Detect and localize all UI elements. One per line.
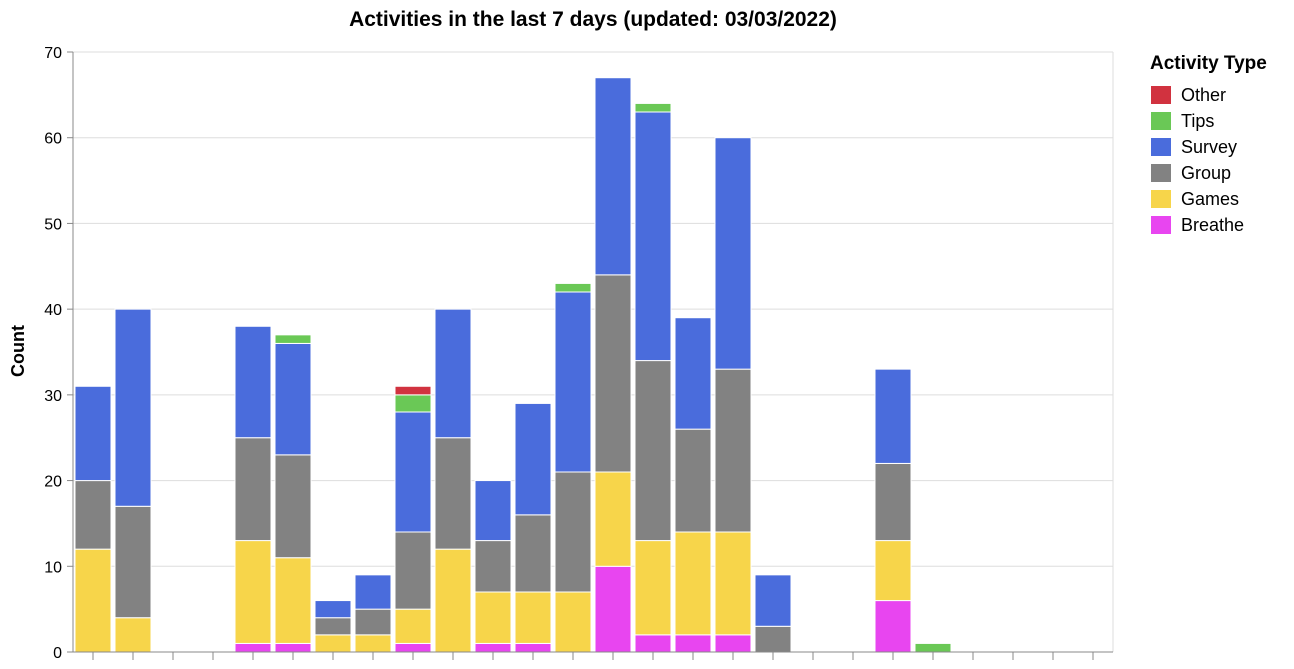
bar-segment-group — [754, 625, 792, 653]
bar-segment-survey — [714, 137, 752, 370]
bar-segment-breathe — [874, 600, 912, 653]
bar-segment-games — [594, 471, 632, 567]
bar-segment-games — [634, 540, 672, 636]
bar-segment-games — [674, 531, 712, 636]
chart-title: Activities in the last 7 days (updated: … — [349, 8, 837, 31]
bar-segment-games — [474, 591, 512, 644]
bar-segment-group — [874, 462, 912, 542]
bar-segment-tips — [914, 642, 952, 653]
bar-segment-games — [314, 634, 352, 653]
bar-segment-group — [274, 454, 312, 559]
bar-segment-group — [354, 608, 392, 636]
legend-swatch-survey — [1151, 138, 1171, 156]
legend-swatch-group — [1151, 164, 1171, 182]
bar-segment-group — [394, 531, 432, 610]
bar-segment-games — [74, 548, 112, 653]
bar-segment-survey — [674, 317, 712, 430]
bar-segment-breathe — [394, 642, 432, 653]
bar-segment-survey — [754, 574, 792, 627]
bar-segment-group — [434, 437, 472, 550]
gridlines — [73, 51, 1114, 653]
legend-swatch-games — [1151, 190, 1171, 208]
bar-segment-survey — [234, 325, 272, 439]
bar-segment-breathe — [274, 642, 312, 653]
bar-segment-group — [474, 540, 512, 593]
bar-segment-games — [354, 634, 392, 653]
bar-segment-games — [234, 540, 272, 644]
legend-swatch-other — [1151, 86, 1171, 104]
bar-segment-breathe — [234, 642, 272, 653]
bar-segment-group — [554, 471, 592, 593]
bar-segment-games — [514, 591, 552, 644]
y-tick-label: 10 — [44, 559, 62, 576]
legend-label-breathe: Breathe — [1181, 215, 1244, 235]
bar-segment-survey — [314, 600, 352, 619]
bar-segment-breathe — [474, 642, 512, 653]
bar-segment-breathe — [634, 634, 672, 653]
y-tick-label: 20 — [44, 474, 62, 491]
bar-segment-survey — [874, 368, 912, 464]
bar-segment-group — [594, 274, 632, 473]
bars — [74, 77, 952, 653]
legend-label-games: Games — [1181, 189, 1239, 209]
y-tick-label: 40 — [44, 302, 62, 319]
bar-segment-games — [554, 591, 592, 653]
y-axis-label: Count — [8, 325, 28, 377]
bar-segment-group — [314, 617, 352, 636]
y-tick-label: 30 — [44, 388, 62, 405]
bar-segment-survey — [434, 308, 472, 439]
bar-segment-group — [674, 428, 712, 533]
bar-segment-games — [114, 617, 152, 653]
bar-segment-tips — [554, 282, 592, 293]
bar-segment-survey — [554, 291, 592, 473]
bar-segment-survey — [274, 342, 312, 456]
y-tick-label: 60 — [44, 131, 62, 148]
bar-segment-group — [114, 505, 152, 619]
bar-segment-survey — [514, 402, 552, 516]
legend-label-group: Group — [1181, 163, 1231, 183]
bar-segment-tips — [274, 334, 312, 344]
bar-segment-breathe — [594, 565, 632, 653]
bar-segment-games — [874, 540, 912, 602]
bar-segment-breathe — [674, 634, 712, 653]
bar-segment-games — [714, 531, 752, 636]
legend-items: Other Tips Survey Group Games Breathe — [1151, 85, 1244, 235]
bar-segment-group — [74, 480, 112, 550]
bar-segment-games — [394, 608, 432, 644]
bar-segment-survey — [634, 111, 672, 362]
legend-swatch-breathe — [1151, 216, 1171, 234]
bar-segment-group — [234, 437, 272, 542]
bar-segment-breathe — [714, 634, 752, 653]
bar-segment-group — [714, 368, 752, 533]
legend-label-tips: Tips — [1181, 111, 1214, 131]
legend-label-other: Other — [1181, 85, 1226, 105]
bar-segment-games — [274, 557, 312, 644]
bar-segment-survey — [354, 574, 392, 610]
bar-segment-survey — [394, 411, 432, 533]
bar-segment-tips — [394, 394, 432, 413]
bar-segment-breathe — [514, 642, 552, 653]
y-tick-label: 70 — [44, 45, 62, 62]
bar-segment-games — [434, 548, 472, 653]
legend: Activity Type Other Tips Survey Group Games B… — [1150, 53, 1267, 235]
bar-segment-survey — [114, 308, 152, 507]
bar-segment-group — [514, 514, 552, 593]
bar-segment-other — [394, 385, 432, 396]
legend-label-survey: Survey — [1181, 137, 1237, 157]
y-tick-label: 50 — [44, 216, 62, 233]
axes: 0 10 20 30 40 50 60 70 — [44, 45, 1113, 662]
bar-segment-survey — [594, 77, 632, 276]
legend-swatch-tips — [1151, 112, 1171, 130]
y-tick-label: 0 — [53, 645, 62, 662]
legend-title: Activity Type — [1150, 53, 1267, 74]
bar-segment-survey — [74, 385, 112, 482]
bar-segment-survey — [474, 480, 512, 542]
bar-segment-group — [634, 360, 672, 542]
bar-segment-tips — [634, 102, 672, 113]
